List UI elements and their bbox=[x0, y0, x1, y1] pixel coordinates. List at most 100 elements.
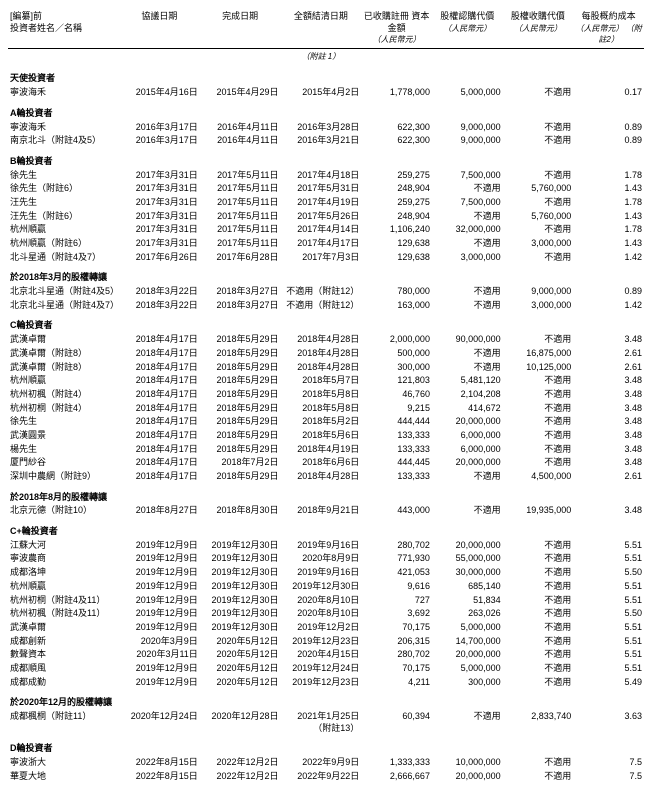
cell: 杭州順贏 bbox=[8, 374, 119, 388]
cell: 10,125,000 bbox=[503, 361, 574, 375]
cell: 2017年5月11日 bbox=[200, 210, 281, 224]
cell: 不適用 bbox=[503, 580, 574, 594]
cell: 2018年9月21日 bbox=[281, 504, 362, 518]
cell: 2017年5月11日 bbox=[200, 182, 281, 196]
cell: 2017年3月31日 bbox=[119, 237, 200, 251]
cell: 1.78 bbox=[573, 169, 644, 183]
cell: 121,803 bbox=[361, 374, 432, 388]
cell: 7.5 bbox=[573, 770, 644, 784]
cell: 300,000 bbox=[432, 676, 503, 690]
cell: 2018年3月22日 bbox=[119, 299, 200, 313]
cell: 5.51 bbox=[573, 635, 644, 649]
cell: 2019年12月30日 bbox=[200, 607, 281, 621]
cell: 6,000,000 bbox=[432, 443, 503, 457]
cell: 2017年4月18日 bbox=[281, 169, 362, 183]
cell: 2018年5月8日 bbox=[281, 388, 362, 402]
cell: 622,300 bbox=[361, 121, 432, 135]
cell: 19,935,000 bbox=[503, 504, 574, 518]
cell: 5,760,000 bbox=[503, 182, 574, 196]
cell: 20,000,000 bbox=[432, 770, 503, 784]
hdr-acq-price: 股權收購代價 （人民幣元） bbox=[503, 10, 574, 49]
cell: 5.50 bbox=[573, 566, 644, 580]
cell: 杭州順贏 bbox=[8, 580, 119, 594]
table-row: 杭州初楓（附註4）2018年4月17日2018年5月29日2018年5月8日46… bbox=[8, 388, 644, 402]
cell: 5,000,000 bbox=[432, 621, 503, 635]
cell: 2018年5月29日 bbox=[200, 402, 281, 416]
cell: 3.48 bbox=[573, 456, 644, 470]
cell: 727 bbox=[361, 594, 432, 608]
cell: 0.89 bbox=[573, 285, 644, 299]
cell: 5.51 bbox=[573, 594, 644, 608]
cell: 不適用（附註12） bbox=[281, 299, 362, 313]
cell: 2016年3月17日 bbox=[119, 134, 200, 148]
cell: 5,000,000 bbox=[432, 662, 503, 676]
cell: 2,000,000 bbox=[361, 333, 432, 347]
hdr-capital: 已收購註冊 資本金額 （人民幣元） bbox=[361, 10, 432, 49]
cell: 北斗星通（附註4及7） bbox=[8, 251, 119, 265]
cell: 5.51 bbox=[573, 648, 644, 662]
cell: 51,834 bbox=[432, 594, 503, 608]
cell: 3,000,000 bbox=[503, 299, 574, 313]
cell: 444,444 bbox=[361, 415, 432, 429]
cell: 2018年4月17日 bbox=[119, 333, 200, 347]
cell: 2018年5月2日 bbox=[281, 415, 362, 429]
cell: 2022年9月9日 bbox=[281, 756, 362, 770]
cell: 2019年12月30日 bbox=[200, 594, 281, 608]
cell: 2018年4月17日 bbox=[119, 429, 200, 443]
cell: 259,275 bbox=[361, 169, 432, 183]
cell: 不適用 bbox=[503, 86, 574, 100]
cell: 444,445 bbox=[361, 456, 432, 470]
cell: 2022年9月22日 bbox=[281, 770, 362, 784]
cell: 不適用 bbox=[503, 662, 574, 676]
cell: 成都楓桐（附註11） bbox=[8, 710, 119, 735]
cell: 2020年12月24日 bbox=[119, 710, 200, 735]
cell: 6,000,000 bbox=[432, 429, 503, 443]
cell: 深圳中農網（附註9） bbox=[8, 470, 119, 484]
cell: 129,638 bbox=[361, 251, 432, 265]
cell: 90,000,000 bbox=[432, 333, 503, 347]
table-row: 杭州順贏2018年4月17日2018年5月29日2018年5月7日121,803… bbox=[8, 374, 644, 388]
section-header: 於2020年12月的股權轉讓 bbox=[8, 689, 644, 710]
cell: 不適用 bbox=[432, 182, 503, 196]
cell: 成都成勤 bbox=[8, 676, 119, 690]
cell: 685,140 bbox=[432, 580, 503, 594]
cell: 2018年4月17日 bbox=[119, 456, 200, 470]
cell: 3.48 bbox=[573, 388, 644, 402]
cell: 9,000,000 bbox=[432, 134, 503, 148]
cell: 2017年4月17日 bbox=[281, 237, 362, 251]
cell: 300,000 bbox=[361, 361, 432, 375]
cell: 2.61 bbox=[573, 470, 644, 484]
cell: 2019年12月9日 bbox=[119, 621, 200, 635]
cell: 60,394 bbox=[361, 710, 432, 735]
cell: 2017年3月31日 bbox=[119, 223, 200, 237]
cell: 2022年12月2日 bbox=[200, 756, 281, 770]
cell: 2018年4月17日 bbox=[119, 402, 200, 416]
cell: 不適用 bbox=[503, 402, 574, 416]
cell: 2018年4月17日 bbox=[119, 470, 200, 484]
cell: 9,000,000 bbox=[503, 285, 574, 299]
cell: 不適用 bbox=[503, 374, 574, 388]
cell: 3.48 bbox=[573, 429, 644, 443]
cell: 寧波浙大 bbox=[8, 756, 119, 770]
cell: 5,000,000 bbox=[432, 86, 503, 100]
cell: 2019年12月23日 bbox=[281, 676, 362, 690]
cell: 20,000,000 bbox=[432, 415, 503, 429]
cell: 2018年4月28日 bbox=[281, 361, 362, 375]
cell: 2019年12月9日 bbox=[119, 662, 200, 676]
cell: 不適用 bbox=[432, 347, 503, 361]
cell: 2018年4月17日 bbox=[119, 361, 200, 375]
cell: 成都洛坤 bbox=[8, 566, 119, 580]
cell: 2019年12月2日 bbox=[281, 621, 362, 635]
table-row: 汪先生（附註6）2017年3月31日2017年5月11日2017年5月26日24… bbox=[8, 210, 644, 224]
cell: 2016年4月11日 bbox=[200, 134, 281, 148]
table-row: 寧波農商2019年12月9日2019年12月30日2020年8月9日771,93… bbox=[8, 552, 644, 566]
table-row: 寧波海禾2016年3月17日2016年4月11日2016年3月28日622,30… bbox=[8, 121, 644, 135]
cell: 5,481,120 bbox=[432, 374, 503, 388]
cell: 5.51 bbox=[573, 552, 644, 566]
cell: 2019年9月16日 bbox=[281, 539, 362, 553]
cell: 2019年12月24日 bbox=[281, 662, 362, 676]
table-row: 成都創新2020年3月9日2020年5月12日2019年12月23日206,31… bbox=[8, 635, 644, 649]
cell: 不適用 bbox=[503, 594, 574, 608]
cell: 2020年4月15日 bbox=[281, 648, 362, 662]
table-row: 南京北斗（附註4及5）2016年3月17日2016年4月11日2016年3月21… bbox=[8, 134, 644, 148]
